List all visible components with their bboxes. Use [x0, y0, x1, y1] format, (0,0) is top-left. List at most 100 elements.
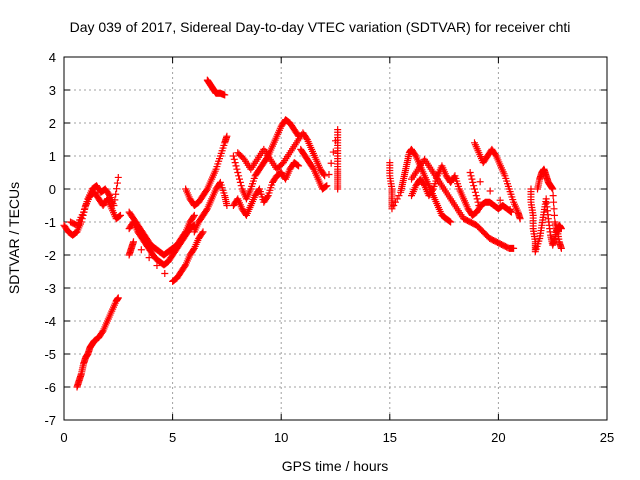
data-point	[473, 195, 481, 203]
data-point	[235, 175, 243, 183]
x-tick-label: 15	[383, 430, 397, 445]
y-tick-label: -6	[44, 380, 56, 395]
series-rise-b	[190, 178, 231, 236]
series-late-f	[533, 165, 565, 236]
series-late-c	[408, 155, 518, 252]
series-late-e	[527, 185, 565, 256]
data-point	[161, 269, 169, 277]
data-point	[145, 254, 153, 262]
data-point	[323, 182, 331, 190]
data-point	[471, 185, 479, 193]
data-point	[231, 159, 239, 167]
series-mid-c	[234, 129, 329, 180]
data-point	[496, 196, 504, 204]
data-point	[557, 225, 565, 233]
data-point	[199, 228, 207, 236]
data-point	[153, 262, 161, 270]
chart-title: Day 039 of 2017, Sidereal Day-to-day VTE…	[70, 19, 571, 35]
data-point	[198, 229, 206, 237]
data-point	[234, 169, 242, 176]
data-point	[471, 188, 479, 196]
data-point	[321, 172, 329, 180]
data-point	[506, 205, 514, 213]
data-point	[428, 186, 436, 194]
y-tick-label: -4	[44, 314, 56, 329]
data-point	[130, 238, 138, 246]
data-point	[472, 192, 480, 200]
data-point	[233, 165, 241, 173]
series-early-b	[67, 173, 122, 229]
data-point	[232, 162, 240, 170]
data-point	[470, 182, 478, 190]
data-point	[510, 244, 518, 252]
data-point	[550, 205, 558, 213]
data-point	[112, 190, 120, 198]
series-late-b	[408, 162, 515, 219]
data-point	[469, 178, 477, 186]
y-tick-label: -1	[44, 215, 56, 230]
series-peak	[203, 76, 229, 99]
y-tick-label: 1	[49, 149, 56, 164]
data-point	[446, 217, 454, 225]
y-tick-label: -7	[44, 413, 56, 428]
data-point	[516, 215, 524, 223]
data-point	[230, 155, 238, 163]
x-tick-label: 10	[274, 430, 288, 445]
y-axis-label: SDTVAR / TECUs	[6, 182, 22, 294]
data-point	[113, 179, 121, 187]
data-point	[111, 196, 119, 204]
data-point	[327, 159, 335, 167]
series-early	[60, 188, 124, 239]
data-point	[223, 132, 231, 140]
data-point	[110, 202, 118, 209]
data-point	[235, 172, 243, 180]
data-point	[113, 185, 121, 193]
data-point	[467, 172, 475, 180]
y-tick-label: 2	[49, 116, 56, 131]
x-tick-label: 25	[600, 430, 614, 445]
data-point	[475, 202, 483, 209]
data-point	[476, 178, 484, 186]
x-axis-ticks: 0 5 10 15 20 25	[60, 57, 614, 445]
x-tick-label: 5	[169, 430, 176, 445]
data-point	[190, 211, 198, 219]
series-dips	[125, 228, 207, 285]
data-point	[334, 185, 342, 193]
y-axis-ticks: -7 -6 -5 -4 -3 -2 -1 0 1 2 3 4	[44, 50, 607, 428]
data-point	[549, 192, 557, 200]
series-low-arc	[73, 294, 122, 391]
x-axis-label: GPS time / hours	[282, 458, 389, 474]
data-point	[116, 211, 124, 219]
y-tick-label: 3	[49, 83, 56, 98]
data-point	[114, 173, 122, 181]
data-point	[223, 202, 231, 209]
y-tick-label: 0	[49, 182, 56, 197]
data-point	[229, 152, 237, 160]
series-mid-d	[297, 126, 342, 193]
data-point	[295, 162, 303, 170]
data-point	[263, 193, 271, 201]
data-point	[237, 182, 245, 190]
data-point	[550, 198, 558, 206]
series-late-d	[466, 139, 524, 223]
data-point	[137, 246, 145, 254]
data-point	[447, 218, 455, 226]
data-point	[468, 175, 476, 183]
data-point	[236, 178, 244, 186]
data-point	[116, 212, 124, 220]
series-rise-a	[182, 132, 231, 209]
y-tick-label: -2	[44, 248, 56, 263]
data-point	[221, 91, 229, 99]
y-tick-label: -5	[44, 347, 56, 362]
x-tick-label: 0	[60, 430, 67, 445]
x-tick-label: 20	[491, 430, 505, 445]
y-tick-label: -3	[44, 281, 56, 296]
data-point	[114, 294, 122, 302]
data-point	[322, 182, 330, 190]
data-point	[325, 170, 333, 178]
plot-frame	[63, 56, 608, 421]
series-mid-b	[229, 159, 303, 219]
data-point	[557, 244, 565, 252]
data-point	[474, 198, 482, 206]
